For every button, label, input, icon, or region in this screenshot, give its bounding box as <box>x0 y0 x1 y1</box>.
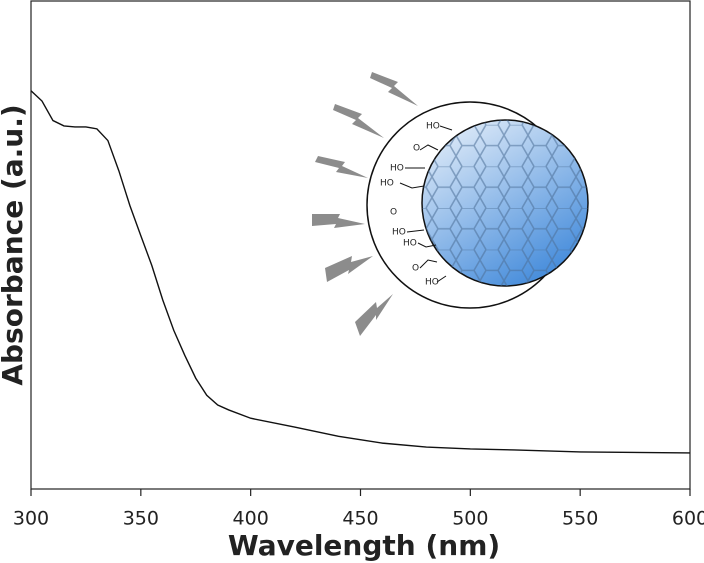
chem-label: O <box>390 208 397 218</box>
x-tick-label: 600 <box>672 508 704 530</box>
chem-label: O <box>413 144 420 154</box>
light-bolts <box>312 72 418 336</box>
chem-label: HO <box>392 228 406 238</box>
chem-label: O <box>412 264 419 274</box>
x-tick-label: 550 <box>562 508 598 530</box>
y-axis-title: Absorbance (a.u.) <box>0 104 29 385</box>
chem-label: HO <box>425 278 439 288</box>
illustration: HO HO HO HO HO HO O O O <box>312 72 589 336</box>
x-tick-label: 350 <box>123 508 159 530</box>
data-line <box>30 90 691 454</box>
x-tick-label: 400 <box>233 508 269 530</box>
chem-label: HO <box>390 164 404 174</box>
chem-label: HO <box>403 239 417 249</box>
chem-label: HO <box>380 179 394 189</box>
x-axis-title: Wavelength (nm) <box>228 529 500 562</box>
x-tick-label: 300 <box>13 508 49 530</box>
plot-frame <box>30 0 691 490</box>
chem-label: HO <box>426 122 440 132</box>
x-tick-label: 500 <box>452 508 488 530</box>
x-tick-label: 450 <box>342 508 378 530</box>
